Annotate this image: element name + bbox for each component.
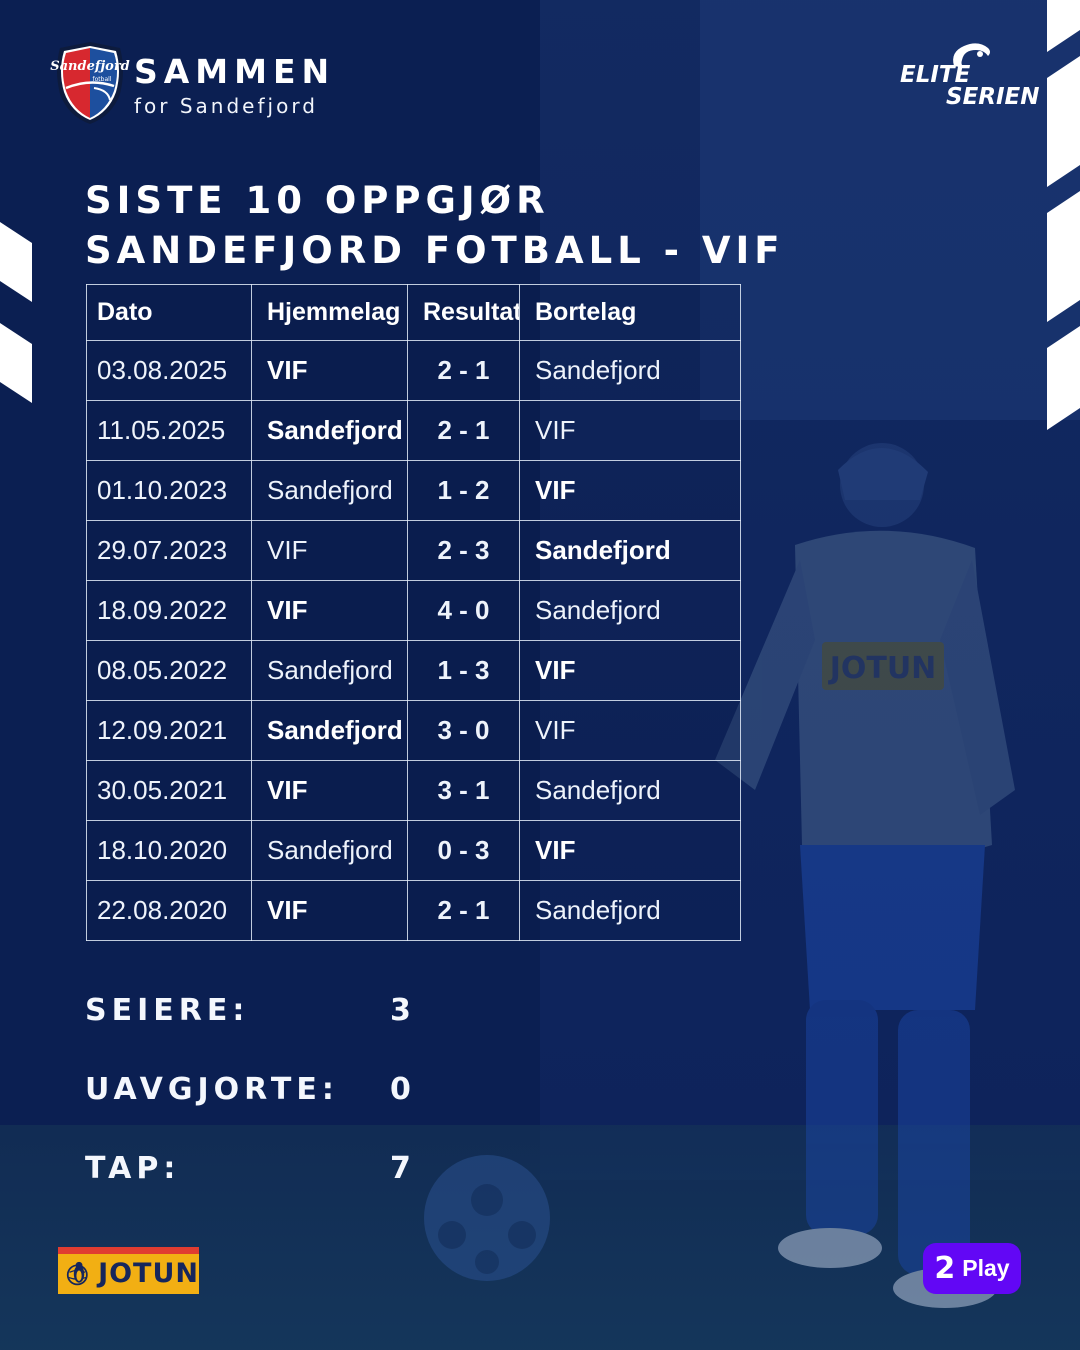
cell-hjemmelag: VIF — [251, 760, 408, 821]
stats-block: SEIERE: 3 UAVGJORTE: 0 TAP: 7 — [85, 993, 413, 1230]
eliteserien-line1: ELITE — [900, 62, 971, 88]
col-header-resultat: Resultat — [407, 284, 520, 341]
table-header-row: Dato Hjemmelag Resultat Bortelag — [86, 284, 741, 341]
eliteserien-line2: SERIEN — [946, 84, 1040, 110]
cell-bortelag: VIF — [519, 460, 741, 521]
cell-dato: 01.10.2023 — [86, 460, 252, 521]
cell-resultat: 2 - 1 — [407, 880, 520, 941]
cell-hjemmelag: Sandefjord — [251, 820, 408, 881]
cell-dato: 12.09.2021 — [86, 700, 252, 761]
stat-label: UAVGJORTE: — [85, 1072, 339, 1107]
table-row: 03.08.2025 VIF 2 - 1 Sandefjord — [86, 340, 741, 401]
stat-value: 0 — [390, 1072, 413, 1107]
matches-table: Dato Hjemmelag Resultat Bortelag 03.08.2… — [86, 284, 741, 941]
crest-sub: fotball — [93, 76, 112, 83]
cell-dato: 29.07.2023 — [86, 520, 252, 581]
cell-resultat: 0 - 3 — [407, 820, 520, 881]
football — [424, 1155, 550, 1281]
cell-dato: 22.08.2020 — [86, 880, 252, 941]
cell-resultat: 1 - 3 — [407, 640, 520, 701]
cell-resultat: 2 - 1 — [407, 400, 520, 461]
cell-hjemmelag: VIF — [251, 880, 408, 941]
cell-dato: 11.05.2025 — [86, 400, 252, 461]
title-line2: SANDEFJORD FOTBALL - VIF — [85, 229, 785, 272]
table-row: 01.10.2023 Sandefjord 1 - 2 VIF — [86, 460, 741, 521]
page-title: SISTE 10 OPPGJØR SANDEFJORD FOTBALL - VI… — [85, 176, 785, 276]
right-band-stripes — [1047, 0, 1080, 430]
stat-row: UAVGJORTE: 0 — [85, 1072, 413, 1151]
cell-dato: 08.05.2022 — [86, 640, 252, 701]
cell-hjemmelag: VIF — [251, 340, 408, 401]
eliteserien-lion-icon — [953, 43, 990, 68]
tv2play-logo: 2 Play — [923, 1243, 1021, 1294]
player-figure: JOTUN — [715, 443, 1015, 1308]
cell-dato: 30.05.2021 — [86, 760, 252, 821]
table-row: 18.09.2022 VIF 4 - 0 Sandefjord — [86, 580, 741, 641]
table-row: 18.10.2020 Sandefjord 0 - 3 VIF — [86, 820, 741, 881]
svg-text:JOTUN: JOTUN — [828, 651, 937, 686]
cell-dato: 03.08.2025 — [86, 340, 252, 401]
table-row: 29.07.2023 VIF 2 - 3 Sandefjord — [86, 520, 741, 581]
cell-bortelag: VIF — [519, 400, 741, 461]
cell-dato: 18.09.2022 — [86, 580, 252, 641]
cell-hjemmelag: Sandefjord — [251, 640, 408, 701]
cell-dato: 18.10.2020 — [86, 820, 252, 881]
cell-bortelag: Sandefjord — [519, 760, 741, 821]
cell-bortelag: Sandefjord — [519, 340, 741, 401]
cell-resultat: 3 - 0 — [407, 700, 520, 761]
stat-row: SEIERE: 3 — [85, 993, 413, 1072]
cell-hjemmelag: VIF — [251, 580, 408, 641]
jotun-label: JOTUN — [98, 1257, 199, 1289]
tv2-number: 2 — [934, 1251, 956, 1286]
col-header-bortelag: Bortelag — [519, 284, 741, 341]
col-header-hjemmelag: Hjemmelag — [251, 284, 408, 341]
cell-hjemmelag: Sandefjord — [251, 460, 408, 521]
cell-resultat: 1 - 2 — [407, 460, 520, 521]
slogan-line2: for Sandefjord — [134, 94, 318, 118]
jotun-penguin-icon — [66, 1261, 88, 1286]
cell-bortelag: Sandefjord — [519, 880, 741, 941]
cell-resultat: 2 - 3 — [407, 520, 520, 581]
cell-bortelag: Sandefjord — [519, 580, 741, 641]
left-chevron-stripes — [0, 222, 32, 403]
jotun-logo: JOTUN — [58, 1247, 199, 1294]
stat-label: SEIERE: — [85, 993, 250, 1028]
cell-bortelag: VIF — [519, 700, 741, 761]
col-header-dato: Dato — [86, 284, 252, 341]
slogan-line1: SAMMEN — [134, 52, 336, 91]
cell-bortelag: VIF — [519, 820, 741, 881]
stat-label: TAP: — [85, 1151, 181, 1186]
table-row: 11.05.2025 Sandefjord 2 - 1 VIF — [86, 400, 741, 461]
crest-name: Sandefjord — [50, 59, 130, 74]
cell-hjemmelag: Sandefjord — [251, 400, 408, 461]
cell-bortelag: VIF — [519, 640, 741, 701]
cell-resultat: 2 - 1 — [407, 340, 520, 401]
cell-resultat: 3 - 1 — [407, 760, 520, 821]
table-row: 30.05.2021 VIF 3 - 1 Sandefjord — [86, 760, 741, 821]
table-row: 22.08.2020 VIF 2 - 1 Sandefjord — [86, 880, 741, 941]
tv2-play-label: Play — [962, 1255, 1010, 1281]
cell-resultat: 4 - 0 — [407, 580, 520, 641]
cell-hjemmelag: Sandefjord — [251, 700, 408, 761]
sandefjord-crest: Sandefjord fotball — [50, 42, 130, 124]
stat-value: 7 — [390, 1151, 413, 1186]
title-line1: SISTE 10 OPPGJØR — [85, 179, 550, 222]
table-row: 08.05.2022 Sandefjord 1 - 3 VIF — [86, 640, 741, 701]
stat-row: TAP: 7 — [85, 1151, 413, 1230]
cell-bortelag: Sandefjord — [519, 520, 741, 581]
slogan-block: SAMMEN for Sandefjord — [134, 52, 335, 118]
stat-value: 3 — [390, 993, 413, 1028]
eliteserien-logo: ELITE SERIEN — [900, 43, 1040, 110]
table-row: 12.09.2021 Sandefjord 3 - 0 VIF — [86, 700, 741, 761]
table-body: 03.08.2025 VIF 2 - 1 Sandefjord 11.05.20… — [86, 340, 741, 941]
cell-hjemmelag: VIF — [251, 520, 408, 581]
